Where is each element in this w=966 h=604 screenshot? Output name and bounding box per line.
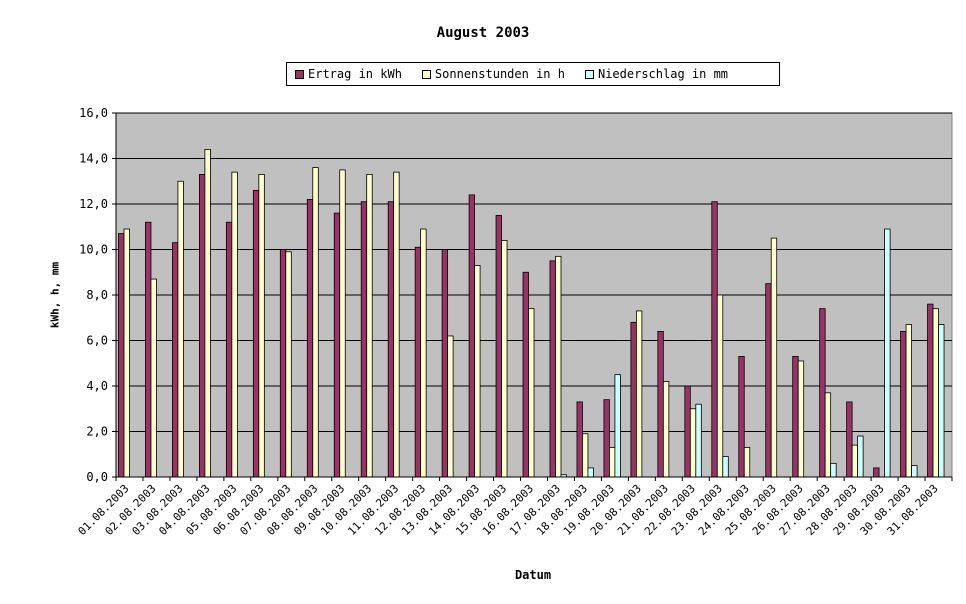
bar-ertrag xyxy=(360,201,368,478)
bar-ertrag xyxy=(172,242,179,478)
bar-niederschlag xyxy=(857,435,864,478)
bar-ertrag xyxy=(603,399,610,478)
bar-ertrag xyxy=(118,233,125,478)
y-axis-label: kWh, h, mm xyxy=(48,261,62,329)
bar-ertrag xyxy=(873,467,880,478)
legend-swatch-sonnenstunden xyxy=(421,69,431,79)
legend-item-niederschlag: Niederschlag in mm xyxy=(584,67,729,81)
bar-ertrag xyxy=(657,330,664,478)
bar-sonnenstunden xyxy=(743,447,751,478)
bar-ertrag xyxy=(306,199,314,478)
bar-sonnenstunden xyxy=(635,310,643,478)
legend-label-sonnenstunden: Sonnenstunden in h xyxy=(434,67,565,81)
bar-sonnenstunden xyxy=(528,308,535,478)
bar-sonnenstunden xyxy=(582,433,589,478)
bar-sonnenstunden xyxy=(797,360,805,478)
bar-sonnenstunden xyxy=(447,335,454,478)
bar-ertrag xyxy=(495,214,502,478)
bar-sonnenstunden xyxy=(851,444,859,478)
bar-ertrag xyxy=(468,194,475,478)
bar-ertrag xyxy=(738,356,745,478)
bar-ertrag xyxy=(225,221,233,478)
bar-ertrag xyxy=(792,356,799,478)
bar-niederschlag xyxy=(722,456,729,478)
y-tick-label: 6,0 xyxy=(86,334,108,348)
bar-niederschlag xyxy=(587,467,594,478)
bar-sonnenstunden xyxy=(150,278,157,478)
y-tick-label: 10,0 xyxy=(79,243,108,257)
y-tick-label: 2,0 xyxy=(86,425,108,439)
bar-sonnenstunden xyxy=(501,239,508,478)
bar-niederschlag xyxy=(911,465,918,478)
bar-ertrag xyxy=(414,246,422,478)
bar-sonnenstunden xyxy=(393,171,400,478)
bar-sonnenstunden xyxy=(770,237,778,478)
bar-sonnenstunden xyxy=(204,148,211,478)
bars xyxy=(118,148,945,478)
bar-ertrag xyxy=(333,212,341,478)
bar-ertrag xyxy=(846,401,853,478)
y-tick-label: 8,0 xyxy=(86,288,108,302)
legend-label-niederschlag: Niederschlag in mm xyxy=(597,67,729,81)
bar-sonnenstunden xyxy=(555,255,562,478)
bar-sonnenstunden xyxy=(312,167,319,478)
bar-niederschlag xyxy=(884,228,891,478)
x-axis-label: Datum xyxy=(514,568,552,582)
legend-item-ertrag: Ertrag in kWh xyxy=(295,67,402,81)
bar-sonnenstunden xyxy=(285,251,292,478)
legend-item-sonnenstunden: Sonnenstunden in h xyxy=(421,67,565,81)
bar-ertrag xyxy=(819,308,826,478)
bar-ertrag xyxy=(522,271,529,478)
x-axis: 01.08.200302.08.200303.08.200304.08.2003… xyxy=(76,476,953,538)
bar-sonnenstunden xyxy=(474,265,481,478)
bar-sonnenstunden xyxy=(716,294,724,478)
bar-ertrag xyxy=(279,249,287,478)
y-tick-label: 4,0 xyxy=(86,379,108,393)
bar-ertrag xyxy=(927,303,934,478)
bar-ertrag xyxy=(387,201,395,478)
bar-sonnenstunden xyxy=(689,408,697,478)
bar-ertrag xyxy=(576,401,583,478)
legend-swatch-niederschlag xyxy=(584,69,594,79)
bar-sonnenstunden xyxy=(177,180,184,478)
bar-ertrag xyxy=(441,249,449,478)
bar-niederschlag xyxy=(695,403,702,478)
bar-ertrag xyxy=(711,201,718,478)
y-tick-label: 14,0 xyxy=(79,152,108,166)
chart-title: August 2003 xyxy=(436,25,530,41)
y-axis: 0,0 2,0 4,0 6,0 8,0 10,0 12,0 14,0 16,0 xyxy=(79,106,117,484)
bar-ertrag xyxy=(765,283,772,478)
y-tick-label: 12,0 xyxy=(79,197,108,211)
bar-sonnenstunden xyxy=(339,169,346,478)
bar-sonnenstunden xyxy=(420,228,427,478)
legend-swatch-ertrag xyxy=(295,69,304,79)
bar-niederschlag xyxy=(938,324,945,478)
bar-ertrag xyxy=(684,385,691,478)
bar-sonnenstunden xyxy=(662,381,670,478)
bar-ertrag xyxy=(145,221,152,478)
bar-ertrag xyxy=(630,321,637,478)
legend: Ertrag in kWh Sonnenstunden in h Nieders… xyxy=(286,62,780,86)
y-tick-label: 0,0 xyxy=(86,470,108,484)
bar-ertrag xyxy=(199,174,206,478)
bar-ertrag xyxy=(252,189,260,478)
bar-ertrag xyxy=(900,330,907,478)
bar-niederschlag xyxy=(830,462,837,478)
bar-sonnenstunden xyxy=(824,392,832,478)
legend-label-ertrag: Ertrag in kWh xyxy=(308,67,402,81)
bar-niederschlag xyxy=(614,374,621,478)
bar-sonnenstunden xyxy=(231,171,238,478)
bar-ertrag xyxy=(549,260,556,478)
bar-sonnenstunden xyxy=(905,324,912,478)
bar-sonnenstunden xyxy=(258,174,265,478)
bar-sonnenstunden xyxy=(932,308,939,478)
bar-sonnenstunden xyxy=(609,447,616,478)
bar-sonnenstunden xyxy=(366,174,373,478)
y-tick-label: 16,0 xyxy=(79,106,108,120)
bar-sonnenstunden xyxy=(123,228,130,478)
